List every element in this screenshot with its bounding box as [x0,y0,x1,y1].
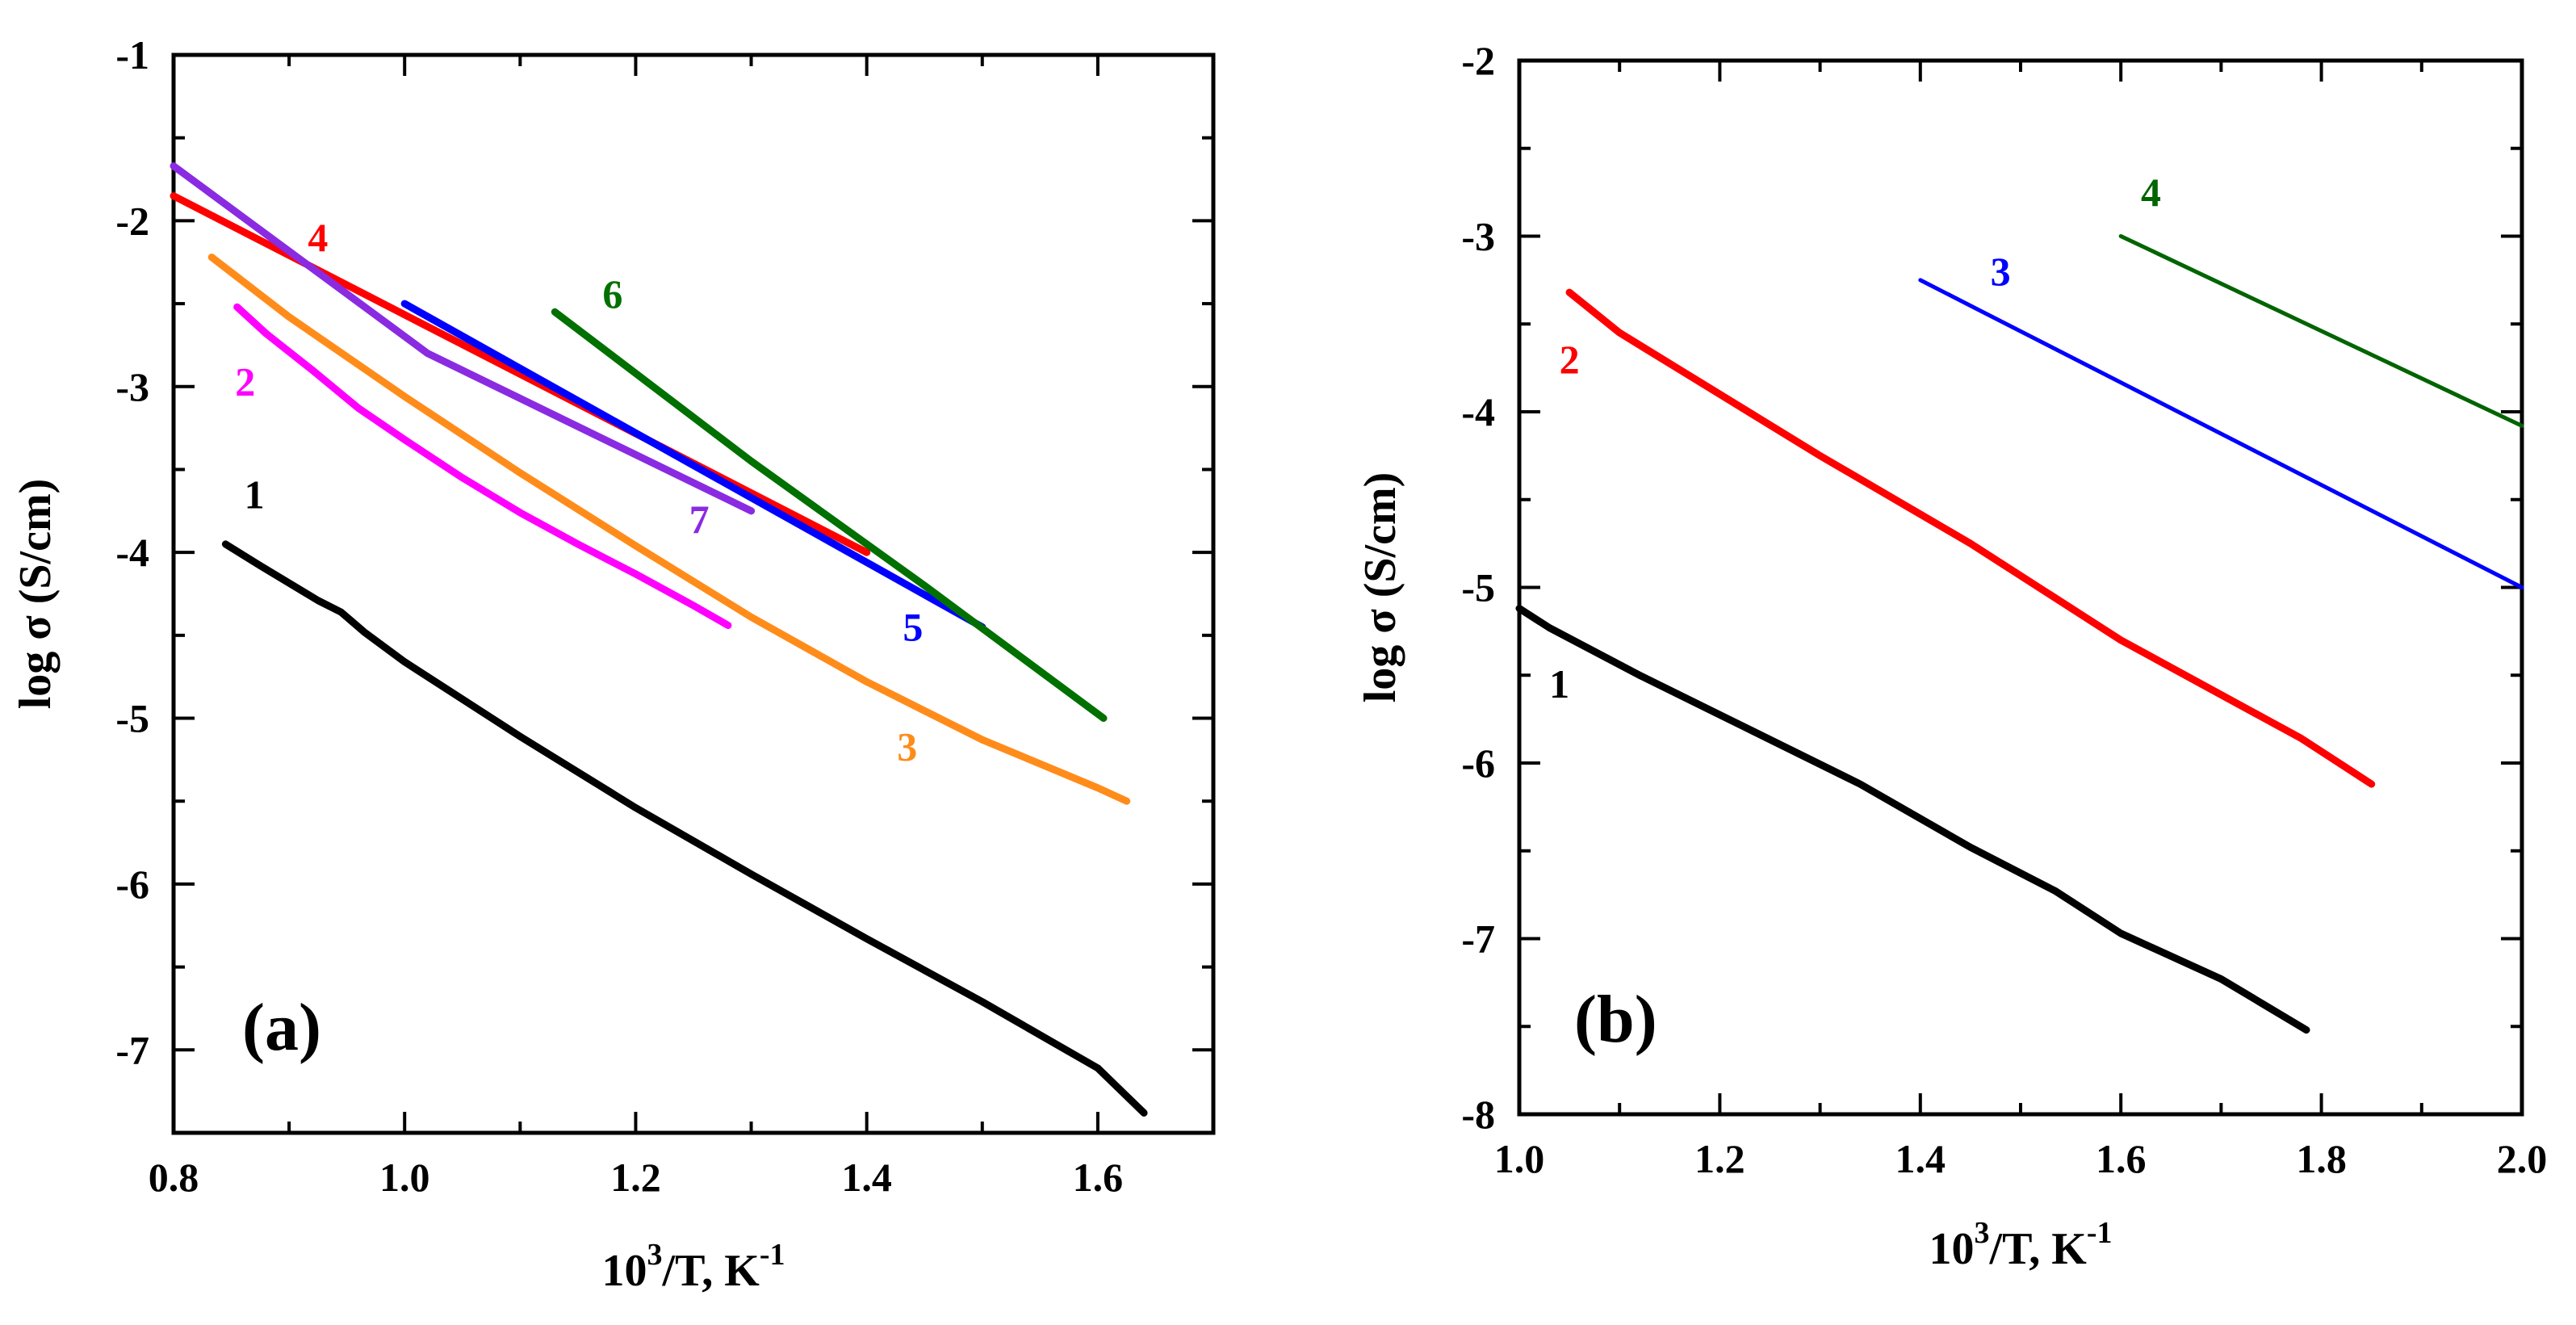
x-axis-title-rest: /T, K [1989,1224,2088,1274]
x-axis-title-sup: 3 [1975,1216,1990,1250]
series-line-7 [170,162,756,515]
y-tick-label: -4 [115,530,149,575]
panel-label-a: (a) [242,990,321,1065]
y-tick-label: -5 [1461,565,1495,610]
x-tick-label: 2.0 [2497,1136,2548,1181]
x-tick-label: 1.8 [2296,1136,2347,1181]
series-label-3: 3 [1991,249,2011,294]
y-tick-label: -2 [115,198,149,243]
series-label-2: 2 [235,359,255,405]
y-tick-label: -5 [115,696,149,741]
series-label-3: 3 [897,723,917,769]
series-line-2 [233,303,732,629]
y-tick-label: -7 [115,1027,149,1072]
y-tick-label: -1 [115,32,149,78]
x-axis-title-exp: -1 [2087,1216,2113,1250]
series-line-5 [400,300,986,631]
y-tick-label: -6 [1461,740,1495,786]
x-axis-title-exp: -1 [760,1238,785,1272]
series-label-7: 7 [689,497,710,542]
x-tick-label: 1.4 [1895,1136,1946,1181]
series-label-1: 1 [1549,661,1569,707]
series-label-1: 1 [245,472,265,517]
y-tick-label: -8 [1461,1092,1495,1137]
y-axis-title: log σ (S/cm) [10,479,61,710]
y-tick-label: -3 [115,364,149,409]
series-label-6: 6 [602,271,622,317]
series-line-3 [1918,278,2524,589]
series-label-4: 4 [2141,170,2161,215]
plot-frame-a [171,52,1216,1135]
y-axis-title: log σ (S/cm) [1355,472,1405,703]
series-label-5: 5 [903,605,923,650]
y-tick-label: -6 [115,862,149,907]
series-line-4 [2118,234,2524,428]
panel-label-b: (b) [1574,982,1657,1057]
x-tick-label: 1.0 [1494,1136,1545,1181]
x-tick-label: 1.2 [1694,1136,1745,1181]
x-tick-label: 1.6 [2096,1136,2147,1181]
x-axis-title: 103/T, K-1 [602,1238,785,1296]
x-tick-label: 1.2 [610,1155,661,1200]
x-axis-title-rest: /T, K [662,1246,760,1296]
y-tick-label: -3 [1461,214,1495,259]
y-tick-label: -7 [1461,916,1495,962]
series-line-6 [551,308,1108,722]
y-tick-label: -2 [1461,38,1495,83]
series-line-1 [1515,605,2310,1034]
x-tick-label: 0.8 [149,1155,199,1200]
y-tick-label: -4 [1461,389,1495,434]
series-label-4: 4 [308,215,328,260]
x-axis-title: 103/T, K-1 [1929,1216,2113,1274]
x-tick-label: 1.6 [1073,1155,1124,1200]
series-line-1 [221,540,1148,1117]
x-tick-label: 1.0 [379,1155,430,1200]
x-axis-title-base: 10 [1929,1224,1975,1274]
series-line-3 [207,254,1131,805]
series-label-2: 2 [1560,337,1580,382]
x-axis-title-sup: 3 [647,1238,663,1272]
series-line-2 [1565,288,2376,788]
x-axis-title-base: 10 [602,1246,647,1296]
x-tick-label: 1.4 [841,1155,892,1200]
